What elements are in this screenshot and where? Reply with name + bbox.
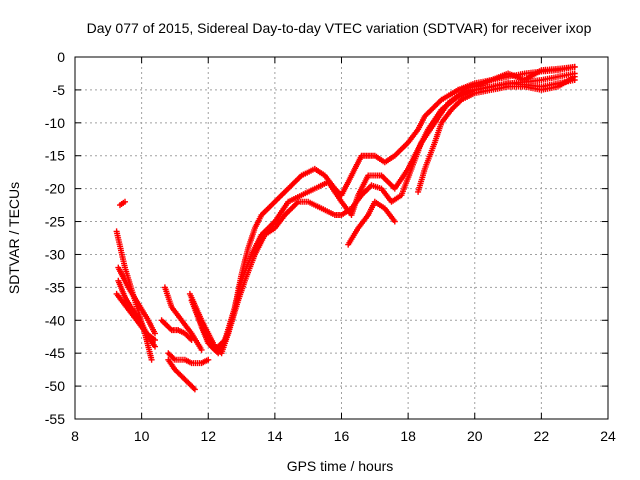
data-series	[113, 63, 578, 393]
series-markers	[345, 198, 398, 248]
series-markers	[161, 284, 205, 353]
series-track-h	[165, 350, 212, 367]
series-markers	[188, 70, 578, 353]
series-track-f	[158, 317, 195, 343]
y-tick-label: -30	[45, 246, 65, 262]
x-tick-label: 16	[334, 428, 350, 444]
y-tick-label: -15	[45, 148, 65, 164]
y-tick-label: -25	[45, 214, 65, 230]
grid	[75, 57, 608, 419]
y-tick-label: -20	[45, 181, 65, 197]
series-markers	[158, 317, 195, 343]
series-track-j	[186, 63, 578, 357]
series-track-d	[113, 290, 158, 343]
series-track-m	[345, 198, 398, 248]
y-tick-label: -10	[45, 115, 65, 131]
y-tick-label: 0	[57, 49, 65, 65]
series-track-i	[165, 356, 198, 393]
series-markers	[113, 290, 158, 343]
series-markers	[165, 350, 212, 367]
x-tick-label: 10	[134, 428, 150, 444]
y-tick-label: -45	[45, 345, 65, 361]
x-tick-label: 12	[200, 428, 216, 444]
series-markers	[455, 63, 578, 93]
chart-title: Day 077 of 2015, Sidereal Day-to-day VTE…	[87, 20, 592, 36]
x-tick-label: 8	[71, 428, 79, 444]
x-axis-label: GPS time / hours	[287, 458, 394, 474]
y-tick-label: -5	[53, 82, 66, 98]
series-track-e	[117, 198, 128, 209]
x-tick-label: 20	[467, 428, 483, 444]
series-track-g	[161, 284, 205, 353]
y-tick-label: -55	[45, 411, 65, 427]
series-markers	[117, 198, 128, 209]
x-tick-label: 24	[600, 428, 616, 444]
y-tick-label: -50	[45, 378, 65, 394]
series-markers	[115, 264, 158, 337]
series-track-l	[191, 77, 578, 357]
axis-ticks: 8 10 12 14 16 18 20 22 24 0 -5 -10 -15 -20 -25 -30 -35 -4…	[45, 49, 616, 444]
series-markers	[165, 356, 198, 393]
series-track-k	[188, 70, 578, 353]
series-track-b	[115, 264, 158, 337]
x-tick-label: 18	[400, 428, 416, 444]
x-tick-label: 22	[534, 428, 550, 444]
x-tick-label: 14	[267, 428, 283, 444]
y-tick-label: -40	[45, 312, 65, 328]
series-track-o	[455, 63, 578, 93]
y-tick-label: -35	[45, 279, 65, 295]
series-markers	[186, 63, 578, 357]
y-axis-label: SDTVAR / TECUs	[6, 182, 22, 294]
series-markers	[415, 73, 578, 195]
series-track-n	[415, 73, 578, 195]
series-markers	[191, 77, 578, 357]
